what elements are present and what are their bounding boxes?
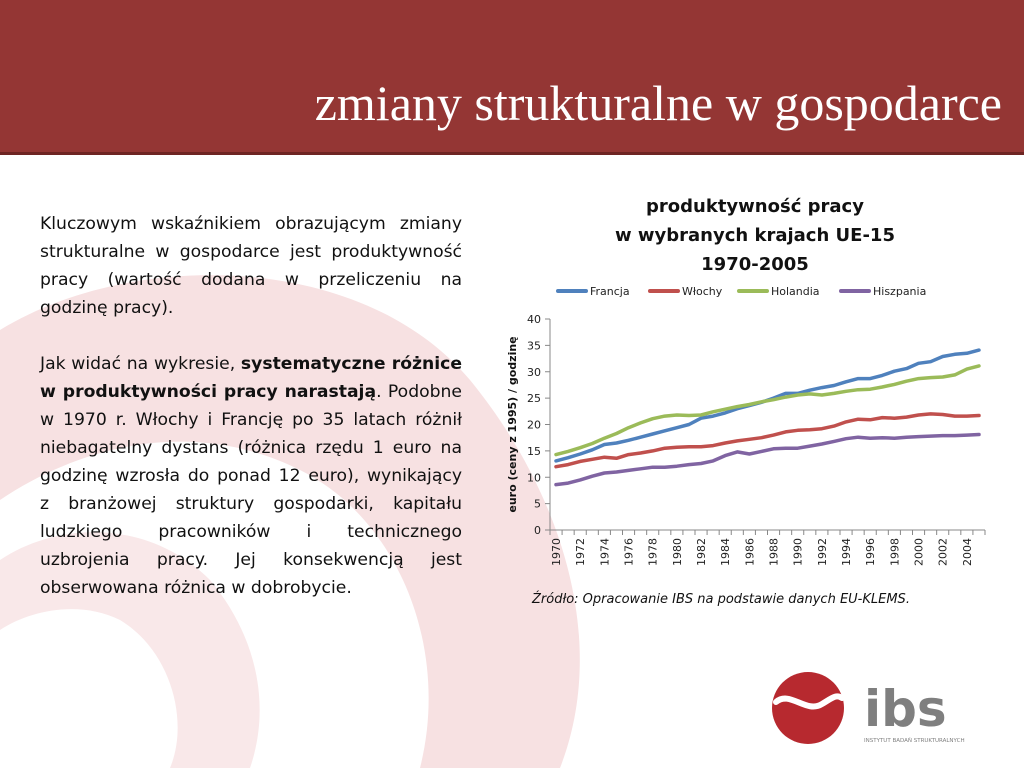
y-tick-label: 0 [534,524,541,537]
x-tick-label: 1994 [840,538,853,566]
y-tick-label: 10 [527,471,541,484]
y-tick-label: 40 [527,313,541,326]
chart-title-line-1: produktywność pracy [646,196,864,217]
y-tick-label: 25 [527,392,541,405]
logo-wordmark: ibs [864,680,947,738]
title-banner: zmiany strukturalne w gospodarce [0,0,1024,155]
x-tick-label: 1978 [647,538,660,566]
chart-title: produktywność pracy w wybranych krajach … [520,192,990,279]
x-tick-label: 2000 [913,538,926,566]
paragraph-1: Kluczowym wskaźnikiem obrazującym zmiany… [40,214,462,318]
paragraph-2: Jak widać na wykresie, systematyczne róż… [40,350,462,602]
x-tick-label: 1982 [695,538,708,566]
y-tick-label: 20 [527,419,541,432]
x-tick-label: 1974 [598,538,611,566]
source-note: Źródło: Opracowanie IBS na podstawie dan… [532,592,910,607]
y-axis-label: euro (ceny z 1995) / godzinę [506,336,519,512]
series-line-francja [554,348,981,463]
x-tick-label: 1998 [888,538,901,566]
slide-title: zmiany strukturalne w gospodarce [314,75,1002,131]
x-tick-label: 2004 [961,538,974,566]
legend-label-francja: Francja [590,285,630,298]
y-tick-label: 35 [527,339,541,352]
series-line-włochy [554,412,981,469]
paragraph-2-rest: . Podobne w 1970 r. Włochy i Francję po … [40,382,462,598]
x-tick-label: 1980 [671,538,684,566]
logo-subtitle: INSTYTUT BADAŃ STRUKTURALNYCH [864,737,965,744]
series-line-holandia [554,364,981,457]
ibs-logo: ibs INSTYTUT BADAŃ STRUKTURALNYCH [772,672,965,744]
x-tick-label: 1984 [719,538,732,566]
x-tick-label: 1970 [550,538,563,566]
x-tick-label: 1988 [768,538,781,566]
x-tick-label: 1976 [623,538,636,566]
y-tick-label: 15 [527,445,541,458]
series-line-hiszpania [554,432,981,487]
paragraph-2-bold: systematyczne różnice w produktywności p… [40,354,463,402]
legend-label-hiszpania: Hiszpania [873,285,926,298]
x-tick-label: 1992 [816,538,829,566]
chart-title-line-2: w wybranych krajach UE-15 [615,225,895,246]
chart-title-line-3: 1970-2005 [701,254,809,275]
body-text: Kluczowym wskaźnikiem obrazującym zmiany… [40,210,462,602]
x-tick-label: 1972 [574,538,587,566]
y-tick-label: 30 [527,366,541,379]
paragraph-2-start: Jak widać na wykresie, [40,354,241,374]
legend-label-holandia: Holandia [771,285,820,298]
x-tick-label: 1986 [743,538,756,566]
x-tick-label: 1996 [864,538,877,566]
x-tick-label: 2002 [937,538,950,566]
legend-label-włochy: Włochy [682,285,723,298]
x-tick-label: 1990 [792,538,805,566]
y-tick-label: 5 [534,498,541,511]
